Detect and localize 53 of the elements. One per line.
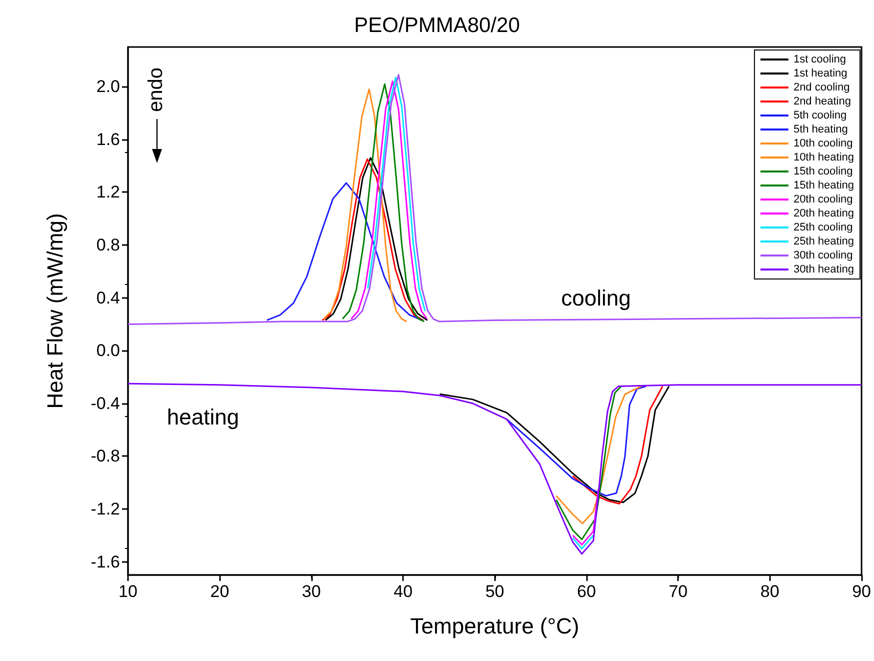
legend-label: 15th cooling: [793, 166, 853, 178]
y-tick-label: 0.4: [96, 288, 120, 308]
line-series: [342, 83, 425, 322]
y-tick-label: 0.8: [96, 236, 120, 254]
line-series: [350, 80, 428, 320]
line-series: [555, 385, 622, 540]
x-tick-label: 60: [577, 582, 596, 601]
legend-label: 25th cooling: [793, 222, 853, 234]
line-series: [266, 182, 424, 321]
x-tick-label: 10: [118, 582, 138, 601]
legend-label: 15th heating: [793, 180, 854, 192]
y-axis-title: Heat Flow (mW/mg): [42, 213, 68, 409]
y-tick-label: 0.0: [96, 341, 120, 360]
line-series: [367, 76, 426, 312]
y-tick-label: 1.6: [96, 130, 120, 149]
x-tick-label: 30: [302, 582, 321, 601]
x-tick-label: 50: [485, 582, 504, 601]
legend-label: 30th cooling: [793, 250, 853, 262]
line-series: [572, 385, 664, 504]
legend-label: 2nd heating: [793, 96, 851, 108]
chart-title: PEO/PMMA80/20: [354, 14, 520, 37]
x-tick-label: 40: [394, 582, 413, 601]
line-series: [506, 385, 647, 497]
annotation: heating: [166, 404, 240, 430]
y-tick-label: -0.8: [90, 446, 120, 466]
legend-label: 30th heating: [793, 264, 854, 276]
y-tick-label: -0.4: [90, 394, 120, 413]
annotation: cooling: [561, 286, 631, 310]
legend-label: 2nd cooling: [793, 82, 850, 94]
annotation: endo: [145, 68, 168, 112]
y-tick-label: -1.2: [90, 500, 120, 518]
line-series: [323, 88, 408, 322]
line-series: [439, 385, 670, 504]
x-tick-label: 20: [210, 582, 230, 601]
x-axis-title: Temperature (°C): [410, 614, 580, 638]
x-tick-label: 90: [852, 582, 872, 601]
y-tick-label: 2.0: [96, 77, 120, 96]
y-tick-label: 1.2: [96, 182, 120, 202]
legend-label: 20th cooling: [793, 194, 853, 206]
y-tick-label: -1.6: [90, 552, 120, 572]
legend-label: 10th heating: [793, 152, 854, 164]
line-series: [572, 488, 600, 546]
x-tick-label: 80: [760, 582, 780, 601]
legend-label: 1st cooling: [793, 54, 846, 66]
legend-label: 5th heating: [793, 124, 848, 136]
legend-label: 1st heating: [793, 68, 848, 80]
legend-label: 25th heating: [793, 236, 854, 248]
line-series: [555, 385, 642, 524]
legend-label: 5th cooling: [793, 110, 847, 122]
line-series: [127, 382, 862, 555]
legend-label: 20th heating: [793, 208, 854, 220]
legend-label: 10th cooling: [793, 138, 853, 150]
x-tick-label: 70: [668, 582, 688, 601]
